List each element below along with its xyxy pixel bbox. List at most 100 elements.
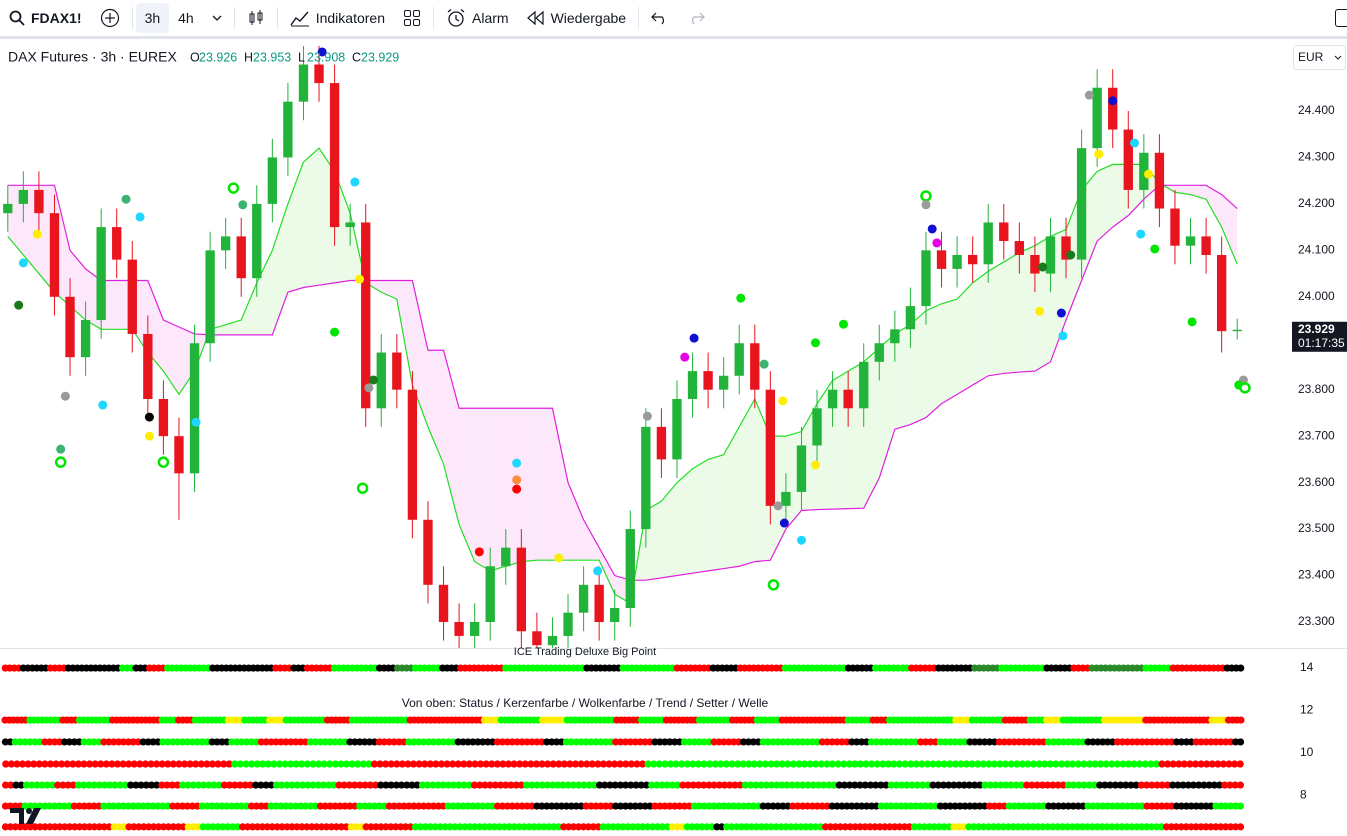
status-dot: [1184, 781, 1192, 789]
candle-body: [392, 352, 402, 390]
status-dot: [464, 802, 472, 810]
status-dot: [459, 738, 467, 746]
status-dot: [903, 781, 911, 789]
status-dot: [498, 738, 507, 746]
status-dot: [24, 760, 32, 768]
status-dot: [626, 738, 634, 746]
status-dot: [11, 823, 19, 831]
signal-marker: [350, 177, 360, 187]
status-dot: [907, 760, 915, 768]
status-dot: [773, 781, 781, 789]
replay-button[interactable]: Wiedergabe: [518, 3, 636, 33]
currency-button[interactable]: [1293, 45, 1346, 70]
cloud: [894, 324, 911, 430]
candle-body: [1232, 329, 1242, 332]
status-dot: [361, 802, 369, 810]
signal-marker: [56, 444, 66, 454]
status-dot: [257, 781, 265, 789]
redo-button[interactable]: [678, 3, 714, 33]
status-dot: [351, 802, 359, 810]
y-tick-label: 24.400: [1298, 103, 1335, 117]
status-dot: [705, 760, 714, 768]
status-dot: [803, 738, 812, 746]
status-dot: [1148, 738, 1156, 746]
status-dot: [512, 781, 520, 789]
layouts-button[interactable]: [394, 3, 430, 33]
status-dot: [1109, 802, 1117, 810]
chart-type-button[interactable]: [238, 3, 274, 33]
interval: 4h: [178, 10, 194, 26]
status-dot: [287, 802, 295, 810]
candle-body: [1061, 236, 1071, 260]
status-dot: [800, 760, 809, 768]
status-dot: [223, 802, 231, 810]
interval-button[interactable]: 3h: [135, 3, 170, 33]
signal-marker: [1150, 244, 1160, 254]
interval-dropdown[interactable]: [203, 3, 231, 33]
status-dot: [130, 823, 138, 831]
status-dot: [813, 802, 821, 810]
status-dot: [841, 823, 849, 831]
alert-button[interactable]: Alarm: [437, 3, 518, 33]
status-dot: [700, 781, 708, 789]
status-dot: [95, 738, 103, 746]
status-dot: [571, 760, 580, 768]
alarm-icon: [447, 9, 465, 27]
status-dot: [418, 781, 427, 789]
redo-icon: [692, 12, 705, 25]
indicators-button[interactable]: Indikatoren: [281, 3, 394, 33]
fullscreen-button[interactable]: [1335, 9, 1347, 27]
interval-button[interactable]: 4h: [169, 3, 203, 33]
status-dot: [1221, 781, 1229, 789]
status-dot: [242, 802, 251, 810]
status-dot: [303, 823, 311, 831]
status-dot: [41, 823, 49, 831]
status-dot: [533, 781, 541, 789]
status-dot: [361, 781, 369, 789]
signal-marker: [144, 412, 154, 422]
compare-button[interactable]: [91, 3, 129, 33]
status-dot: [960, 823, 968, 831]
status-dot: [372, 823, 380, 831]
status-dot: [451, 823, 459, 831]
status-dot: [1148, 781, 1156, 789]
undo-button[interactable]: [642, 3, 678, 33]
status-dot: [795, 760, 803, 768]
status-dot: [351, 781, 359, 789]
status-dot: [941, 802, 949, 810]
status-dot: [853, 802, 861, 810]
status-dot: [549, 760, 557, 768]
candle-body: [859, 361, 869, 409]
status-dot: [258, 823, 266, 831]
status-dot: [594, 823, 602, 831]
status-dot: [75, 802, 83, 810]
status-dot: [950, 781, 958, 789]
status-dot: [51, 823, 59, 831]
status-dot: [268, 823, 276, 831]
status-dot: [653, 781, 661, 789]
status-dot: [739, 738, 748, 746]
status-dot: [789, 738, 797, 746]
status-dot: [1119, 760, 1127, 768]
status-dot: [985, 760, 993, 768]
y-tick-label: 23.600: [1298, 475, 1335, 489]
status-dot: [169, 823, 178, 831]
symbol-search[interactable]: FDAX1!: [0, 3, 91, 33]
candle-body: [610, 608, 620, 622]
status-dot: [935, 823, 943, 831]
status-dot: [582, 738, 590, 746]
status-dot: [612, 802, 620, 810]
status-dot: [848, 738, 856, 746]
status-dot: [1044, 781, 1052, 789]
status-dot: [1091, 760, 1099, 768]
status-dot: [1179, 781, 1187, 789]
status-dot: [580, 781, 588, 789]
status-dot: [336, 738, 344, 746]
status-dot: [996, 760, 1004, 768]
status-dot: [646, 738, 654, 746]
status-dot: [772, 823, 780, 831]
candle-body: [1185, 236, 1196, 246]
status-dot: [129, 802, 137, 810]
status-dot: [572, 738, 580, 746]
cloud: [1206, 185, 1222, 228]
